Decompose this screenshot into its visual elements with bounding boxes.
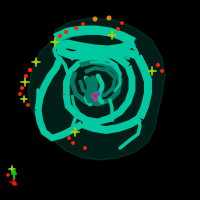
Circle shape [93, 17, 97, 21]
Circle shape [117, 28, 119, 30]
Polygon shape [68, 47, 130, 69]
Circle shape [82, 23, 84, 25]
Polygon shape [90, 61, 121, 93]
Polygon shape [35, 57, 63, 111]
Circle shape [21, 87, 23, 89]
Circle shape [35, 61, 37, 63]
Polygon shape [108, 65, 135, 121]
Polygon shape [63, 57, 100, 94]
Circle shape [72, 142, 74, 144]
Polygon shape [28, 18, 165, 160]
Circle shape [161, 70, 163, 72]
Polygon shape [81, 115, 142, 134]
Polygon shape [134, 57, 148, 119]
Circle shape [157, 64, 159, 66]
Circle shape [7, 174, 9, 176]
Circle shape [24, 81, 26, 83]
Circle shape [75, 27, 77, 29]
Circle shape [74, 131, 76, 133]
Polygon shape [55, 38, 136, 54]
Polygon shape [70, 60, 122, 106]
Circle shape [107, 16, 111, 20]
Polygon shape [56, 46, 139, 60]
Polygon shape [59, 51, 130, 60]
Circle shape [29, 68, 32, 72]
Point [91, 93, 95, 97]
Circle shape [54, 41, 56, 43]
Point [93, 97, 97, 101]
Polygon shape [35, 109, 84, 141]
Circle shape [25, 75, 27, 77]
Polygon shape [71, 95, 114, 123]
Point [95, 91, 99, 95]
Point [12, 181, 16, 185]
Circle shape [151, 70, 153, 72]
Circle shape [11, 168, 13, 170]
Circle shape [68, 137, 70, 139]
Circle shape [59, 35, 61, 37]
Polygon shape [63, 93, 111, 125]
Circle shape [19, 93, 21, 95]
Circle shape [121, 22, 123, 24]
Polygon shape [53, 26, 136, 46]
Circle shape [84, 147, 86, 149]
Polygon shape [78, 66, 117, 99]
Polygon shape [134, 54, 152, 120]
Circle shape [65, 31, 67, 33]
Polygon shape [57, 31, 129, 44]
Circle shape [27, 104, 29, 106]
Circle shape [111, 34, 113, 36]
Circle shape [23, 98, 25, 100]
